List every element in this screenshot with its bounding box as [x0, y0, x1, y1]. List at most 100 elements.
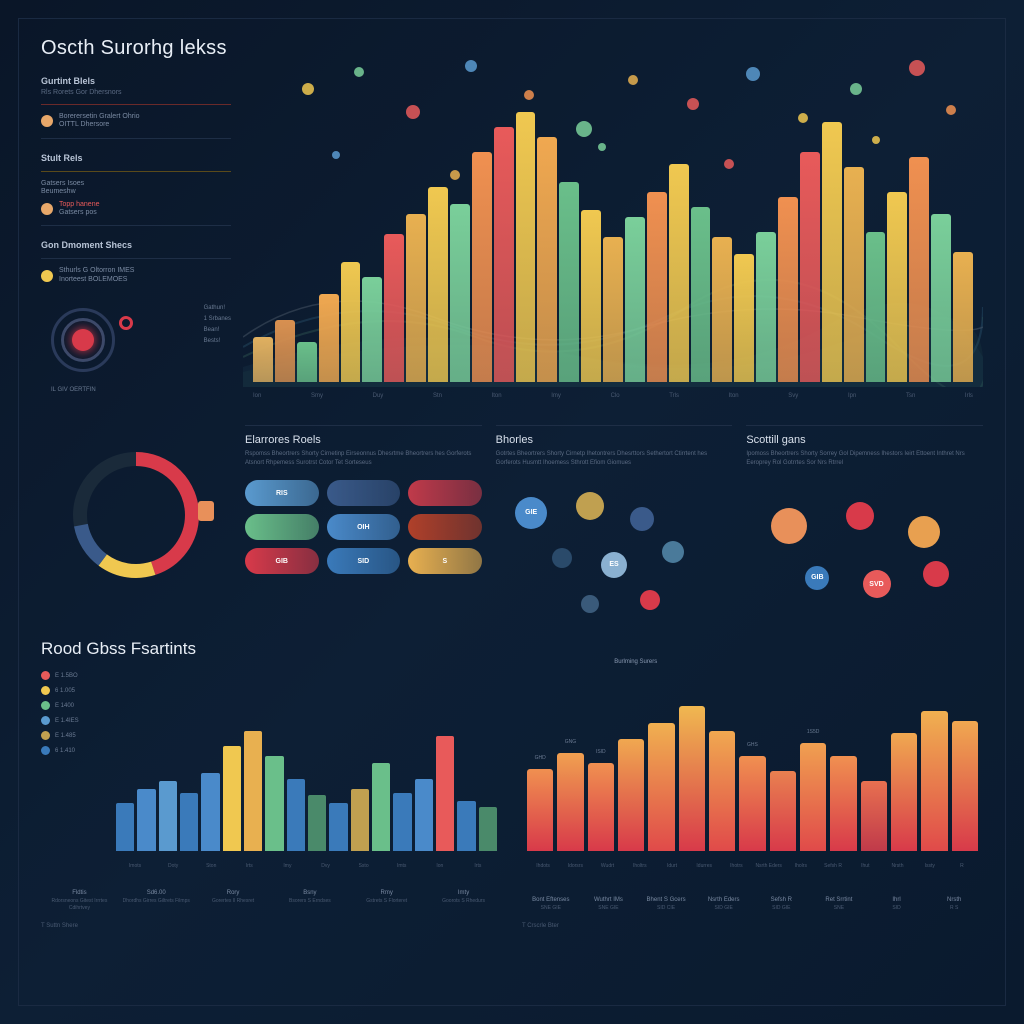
bar[interactable] — [516, 112, 536, 382]
bar[interactable] — [415, 779, 433, 851]
bottom-chart-left[interactable]: E 1.5BO6 1.005E 1400E 1.4IESE 1.4856 1.4… — [41, 671, 502, 911]
bar[interactable] — [137, 789, 155, 851]
bubble[interactable]: GIB — [805, 566, 829, 590]
bubble[interactable]: SVD — [863, 570, 891, 598]
pill-button[interactable] — [408, 480, 482, 506]
bubble[interactable] — [630, 507, 654, 531]
bar[interactable] — [372, 763, 390, 851]
bar[interactable]: ISID — [588, 763, 614, 851]
bar[interactable] — [866, 232, 886, 382]
bar[interactable]: 1S5D — [800, 743, 826, 851]
bar[interactable] — [909, 157, 929, 382]
bar[interactable] — [341, 262, 361, 382]
bar[interactable] — [891, 733, 917, 851]
pill-button[interactable] — [327, 480, 401, 506]
sidebar-item[interactable]: Sthurls G Oltorron IMES Inorteest BOLEMO… — [41, 267, 231, 284]
donut-chart[interactable] — [66, 445, 206, 585]
bubble[interactable] — [640, 590, 660, 610]
bar[interactable] — [734, 254, 754, 382]
bar[interactable] — [428, 187, 448, 382]
bar[interactable] — [648, 723, 674, 851]
pill-button[interactable]: GIB — [245, 548, 319, 574]
bar[interactable] — [669, 164, 689, 382]
bar[interactable] — [362, 277, 382, 382]
bar[interactable]: GNG — [557, 753, 583, 851]
bar[interactable] — [436, 736, 454, 851]
bar[interactable] — [537, 137, 557, 382]
sidebar-item[interactable]: Gatsers Isoes Beumeshw — [41, 180, 231, 197]
bar[interactable]: GHS — [739, 756, 765, 851]
bar[interactable] — [116, 803, 134, 851]
bar[interactable] — [625, 217, 645, 382]
bubble[interactable] — [923, 561, 949, 587]
pill-button[interactable]: SID — [327, 548, 401, 574]
bar[interactable] — [778, 197, 798, 382]
bar[interactable] — [712, 237, 732, 382]
bar[interactable] — [494, 127, 514, 382]
bar[interactable] — [952, 721, 978, 851]
bar[interactable] — [201, 773, 219, 851]
bar[interactable] — [275, 320, 295, 382]
bar[interactable] — [647, 192, 667, 382]
bubble[interactable] — [662, 541, 684, 563]
bubble[interactable]: ES — [601, 552, 627, 578]
bubble[interactable]: GIE — [515, 497, 547, 529]
bar[interactable] — [709, 731, 735, 851]
bottom-chart-right[interactable]: Burlming Surers GHDGNGISIDGHS1S5D Ihdots… — [522, 671, 983, 911]
bar[interactable] — [800, 152, 820, 382]
bubble[interactable] — [581, 595, 599, 613]
bar[interactable] — [223, 746, 241, 851]
bar[interactable] — [351, 789, 369, 851]
bar[interactable] — [844, 167, 864, 382]
pill-button[interactable] — [245, 514, 319, 540]
bar[interactable] — [159, 781, 177, 851]
sidebar-item[interactable]: Borerersetin Gralert Ohrio OITTL Dhersor… — [41, 113, 231, 130]
bar[interactable] — [308, 795, 326, 851]
bar[interactable] — [861, 781, 887, 851]
bar[interactable] — [472, 152, 492, 382]
bar[interactable] — [384, 234, 404, 382]
bar[interactable] — [457, 801, 475, 851]
bar[interactable] — [603, 237, 623, 382]
bar[interactable] — [479, 807, 497, 851]
pill-button[interactable]: RIS — [245, 480, 319, 506]
bar[interactable] — [822, 122, 842, 382]
bubble-chart[interactable]: GIB SVD — [746, 480, 983, 610]
bar[interactable] — [244, 731, 262, 851]
bar[interactable] — [830, 756, 856, 851]
bar[interactable] — [450, 204, 470, 382]
bar[interactable] — [406, 214, 426, 382]
bar[interactable] — [691, 207, 711, 382]
bar[interactable] — [180, 793, 198, 851]
bar[interactable] — [931, 214, 951, 382]
bar[interactable] — [329, 803, 347, 851]
pill-button[interactable]: S — [408, 548, 482, 574]
bar[interactable] — [319, 294, 339, 382]
bar[interactable] — [393, 793, 411, 851]
pill-button[interactable] — [408, 514, 482, 540]
bubble[interactable] — [908, 516, 940, 548]
bar[interactable] — [953, 252, 973, 382]
main-chart[interactable]: IonSmyDuyStnItonImyCloTrlsItonSvyIpnTsnI… — [243, 37, 983, 417]
bar[interactable] — [756, 232, 776, 382]
bar[interactable] — [618, 739, 644, 851]
bar[interactable] — [559, 182, 579, 382]
bubble[interactable] — [846, 502, 874, 530]
bubble-chart[interactable]: GIE ES — [496, 480, 733, 610]
bubble[interactable] — [576, 492, 604, 520]
bubble[interactable] — [771, 508, 807, 544]
bar[interactable] — [581, 210, 601, 382]
bar[interactable] — [921, 711, 947, 851]
bar[interactable] — [287, 779, 305, 851]
bubble[interactable] — [552, 548, 572, 568]
sidebar-item[interactable]: Topp hanene Gatsers pos — [41, 201, 231, 218]
bar[interactable] — [679, 706, 705, 851]
bar[interactable] — [770, 771, 796, 851]
bar[interactable] — [887, 192, 907, 382]
bar[interactable] — [265, 756, 283, 851]
pill-button[interactable]: OIH — [327, 514, 401, 540]
bar[interactable] — [253, 337, 273, 382]
category-label: RmyGstrets S Florteret — [348, 890, 425, 911]
bar[interactable] — [297, 342, 317, 382]
bar[interactable]: GHD — [527, 769, 553, 851]
